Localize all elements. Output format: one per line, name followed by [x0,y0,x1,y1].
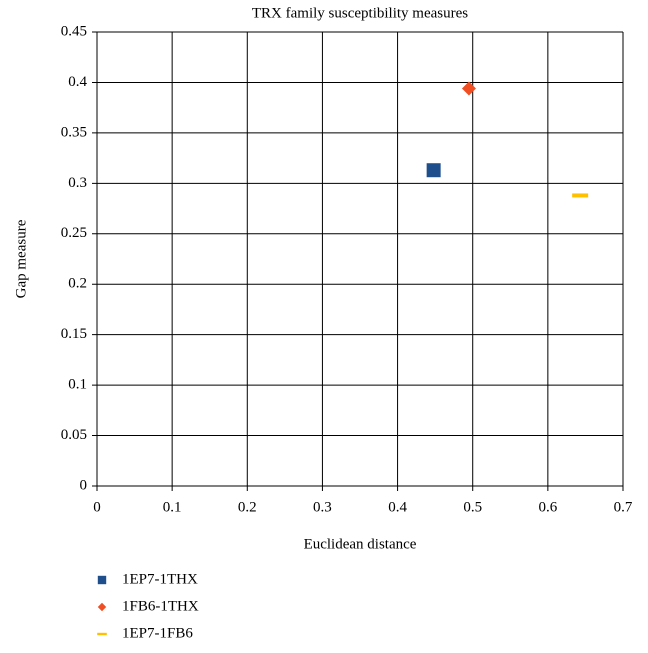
x-tick-label: 0.6 [538,499,557,515]
legend-marker [97,575,107,585]
y-tick-label: 0.4 [68,74,87,90]
y-tick-label: 0.05 [61,427,87,443]
y-tick-label: 0.3 [68,175,87,191]
legend-marker [97,632,107,636]
x-tick-label: 0.4 [388,499,407,515]
x-tick-label: 0.7 [614,499,633,515]
x-tick-label: 0 [93,499,101,515]
chart-title: TRX family susceptibility measures [252,5,468,21]
y-tick-label: 0.15 [61,326,87,342]
x-tick-label: 0.2 [238,499,257,515]
y-tick-label: 0.35 [61,124,87,140]
y-axis-label: Gap measure [13,219,29,298]
x-axis-label: Euclidean distance [304,536,417,552]
y-tick-label: 0 [80,477,88,493]
legend-label: 1FB6-1THX [122,598,199,614]
marker [572,193,589,198]
y-tick-label: 0.2 [68,276,87,292]
x-tick-label: 0.5 [463,499,482,515]
marker [426,163,441,178]
legend-label: 1EP7-1THX [122,571,198,587]
x-tick-label: 0.3 [313,499,332,515]
y-tick-label: 0.1 [68,377,87,393]
legend-label: 1EP7-1FB6 [122,625,193,641]
x-tick-label: 0.1 [163,499,182,515]
marker [461,81,476,96]
legend-marker [97,602,107,612]
y-tick-label: 0.45 [61,23,87,39]
y-tick-label: 0.25 [61,225,87,241]
